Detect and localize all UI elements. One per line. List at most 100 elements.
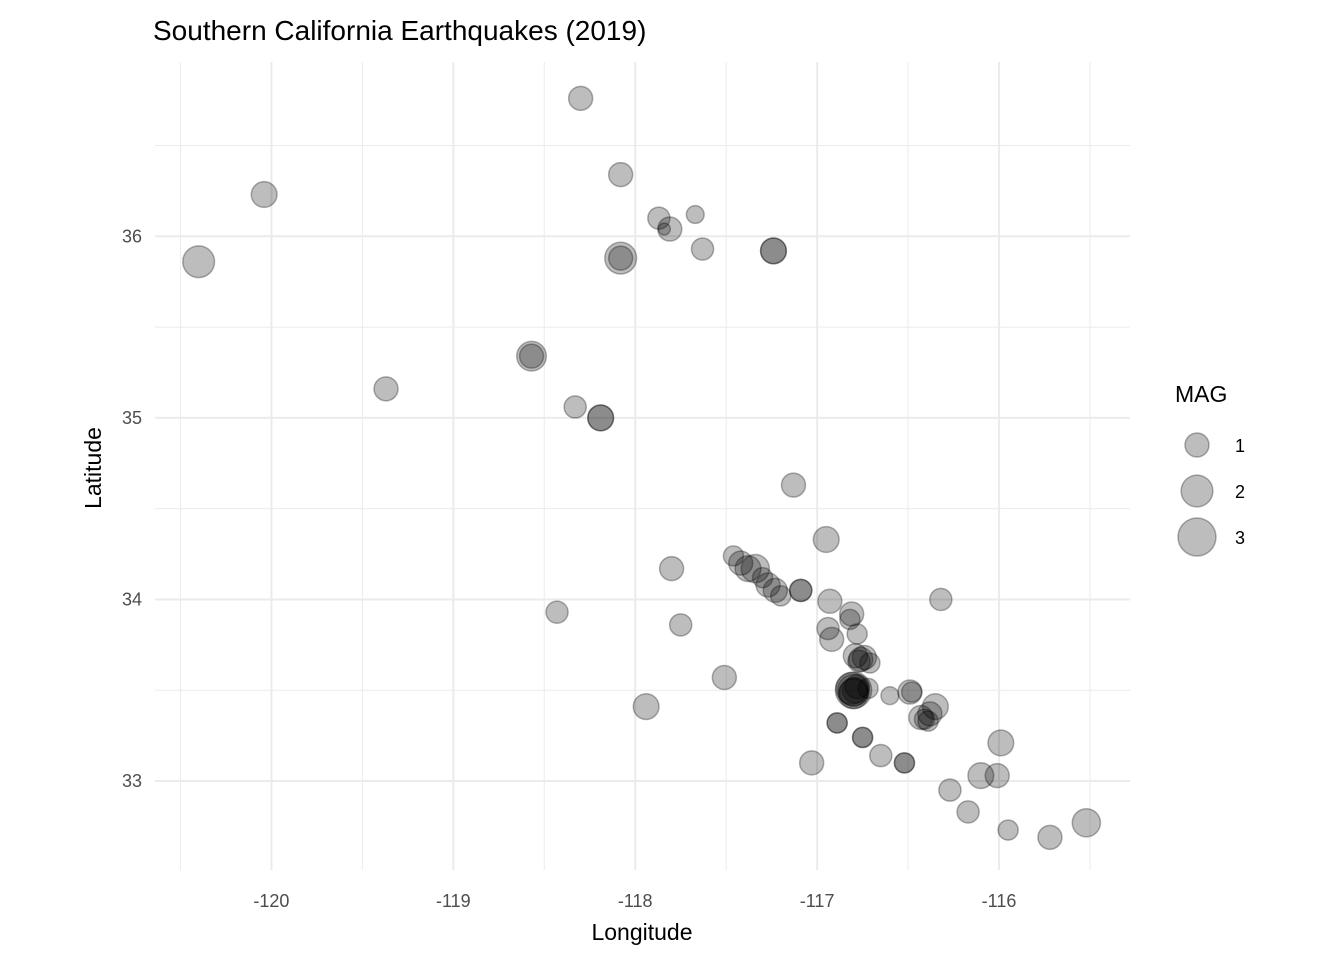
y-tick-label: 34 — [122, 589, 142, 609]
legend-key-circle — [1180, 474, 1214, 508]
legend-title: MAG — [1175, 381, 1227, 407]
earthquake-point — [780, 472, 807, 498]
earthquake-point — [997, 819, 1019, 841]
earthquake-point — [987, 729, 1015, 757]
earthquake-point — [812, 525, 840, 554]
earthquake-point — [515, 340, 548, 372]
earthquake-point — [917, 710, 939, 732]
earthquake-point — [798, 750, 825, 776]
earthquake-point — [847, 649, 871, 674]
y-tick-label: 36 — [122, 226, 142, 246]
earthquake-point — [658, 555, 685, 582]
earthquake-point — [567, 85, 594, 112]
earthquake-point — [711, 664, 738, 691]
legend-key-label: 2 — [1235, 482, 1245, 502]
earthquake-point — [893, 752, 916, 774]
earthquake-point — [647, 206, 671, 230]
earthquake-point — [826, 712, 848, 734]
earthquake-point — [740, 553, 771, 584]
earthquake-point — [984, 762, 1010, 789]
legend-key-circle — [1184, 432, 1210, 458]
earthquake-point — [657, 222, 672, 236]
earthquake-point — [1071, 807, 1102, 838]
earthquake-point — [759, 237, 788, 265]
earthquake-point — [182, 245, 216, 279]
earthquake-point — [1037, 824, 1063, 851]
earthquake-point — [880, 686, 900, 706]
earthquake-point — [759, 237, 788, 265]
earthquake-point — [868, 743, 893, 768]
earthquake-point — [817, 588, 843, 615]
earthquake-point — [846, 623, 868, 645]
earthquake-point — [842, 642, 869, 669]
legend-key-label: 3 — [1235, 528, 1245, 548]
earthquake-point — [917, 701, 943, 727]
earthquake-point — [967, 761, 995, 790]
earthquake-point — [788, 578, 813, 603]
earthquake-point — [908, 704, 934, 731]
earthquake-point — [250, 180, 278, 209]
earthquake-point — [755, 572, 781, 598]
earthquake-point — [848, 646, 874, 673]
earthquake-point — [835, 671, 869, 706]
earthquake-point — [373, 376, 399, 402]
y-axis-label: Latitude — [80, 427, 106, 509]
earthquake-point — [913, 708, 936, 731]
earthquake-point — [690, 237, 715, 261]
x-axis-ticks: -120 -119 -118 -117 -116 — [253, 891, 1016, 911]
earthquake-point — [607, 245, 634, 271]
earthquake-point — [859, 652, 881, 674]
earthquake-point — [844, 673, 870, 700]
legend-key-circle — [1177, 517, 1217, 557]
x-tick-label: -120 — [253, 891, 289, 911]
earthquake-point — [668, 613, 693, 637]
earthquake-point — [841, 676, 869, 704]
x-tick-label: -118 — [618, 891, 653, 911]
earthquake-point — [851, 726, 874, 749]
earthquake-point — [956, 800, 980, 824]
earthquake-point — [893, 752, 916, 774]
earthquake-point — [900, 681, 923, 703]
earthquake-point — [839, 608, 861, 631]
earthquake-point — [685, 204, 705, 225]
earthquake-point — [769, 585, 792, 607]
earthquake-point — [834, 671, 873, 710]
earthquake-point — [838, 677, 869, 707]
earthquake-point — [788, 578, 813, 603]
earthquake-point — [837, 678, 870, 710]
earthquake-point — [897, 679, 923, 705]
points-layer — [182, 85, 1102, 851]
x-axis-label: Longitude — [591, 919, 692, 945]
x-tick-label: -116 — [982, 891, 1017, 911]
earthquake-point — [727, 550, 754, 576]
y-tick-label: 35 — [122, 408, 142, 428]
earthquake-point — [587, 404, 615, 432]
x-tick-label: -119 — [436, 891, 471, 911]
earthquake-point — [751, 566, 774, 589]
earthquake-point — [657, 216, 683, 242]
earthquake-point — [722, 545, 745, 567]
earthquake-point — [826, 712, 848, 734]
earthquake-point — [851, 726, 874, 749]
earthquake-point — [545, 600, 569, 624]
earthquake-point — [851, 644, 878, 671]
grid — [155, 62, 1130, 870]
earthquake-point — [518, 343, 545, 369]
earthquake-point — [929, 587, 953, 612]
earthquake-point — [857, 677, 879, 700]
earthquake-point — [818, 626, 845, 653]
earthquake-point — [587, 404, 615, 432]
x-tick-label: -117 — [800, 891, 835, 911]
earthquake-point — [938, 778, 962, 802]
earthquake-point — [836, 673, 871, 707]
earthquake-point — [563, 395, 588, 419]
earthquake-point — [604, 241, 638, 275]
legend-key-label: 1 — [1235, 436, 1245, 456]
earthquake-point — [816, 616, 840, 641]
legend: MAG 1 2 3 — [1175, 381, 1245, 557]
earthquake-point — [734, 554, 762, 583]
earthquake-point — [632, 692, 660, 721]
earthquake-point — [607, 161, 634, 188]
